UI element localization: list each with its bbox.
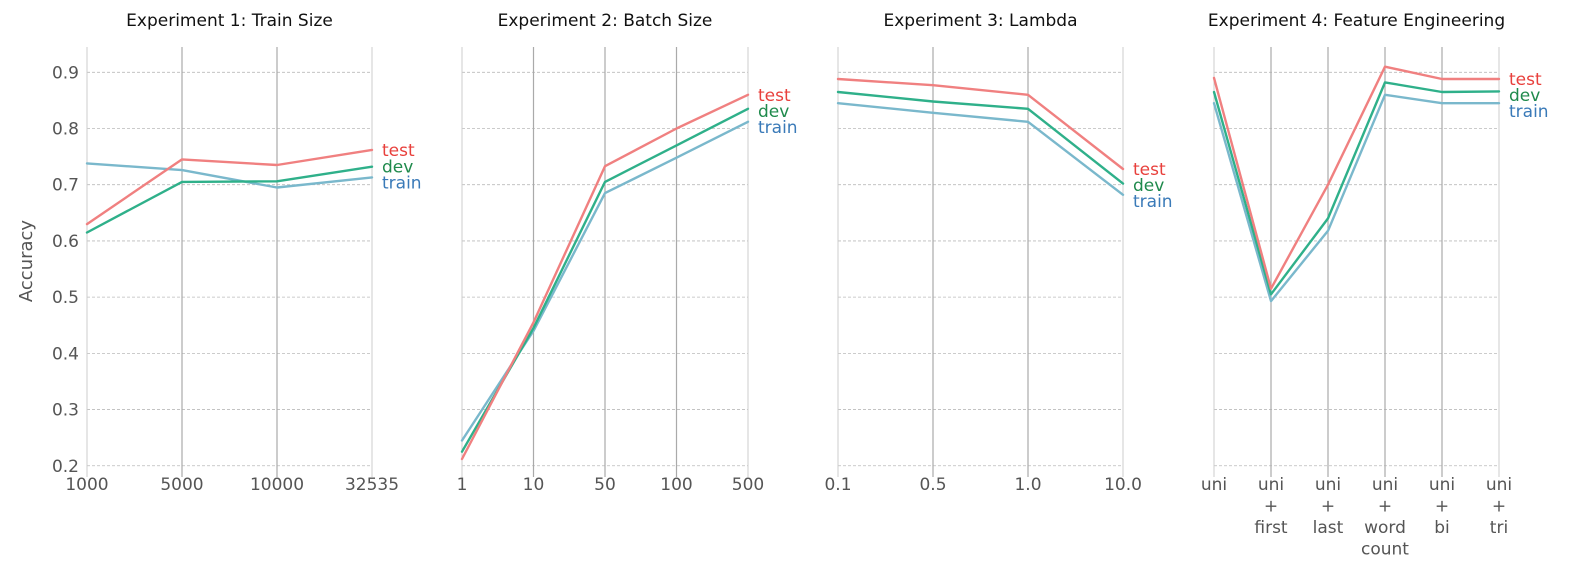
series-end-label-train: train: [382, 174, 422, 194]
x-tick-label: uni + word count: [1361, 475, 1409, 560]
series-line-train: [836, 101, 1125, 197]
x-tick-line: tri: [1490, 518, 1508, 538]
series-line-test: [1212, 65, 1501, 290]
y-tick-label: 0.8: [52, 120, 79, 140]
series-end-label-test: test: [758, 86, 791, 106]
series-end-label-train: train: [758, 118, 798, 138]
chart-title: Experiment 3: Lambda: [883, 11, 1077, 31]
x-tick-line: count: [1361, 540, 1409, 560]
series-line-train: [85, 162, 374, 189]
x-tick-label: 32535: [345, 475, 399, 495]
x-tick-line: uni: [1372, 475, 1398, 495]
series-end-label-dev: dev: [758, 102, 789, 122]
x-tick-line: +: [1492, 497, 1506, 517]
x-tick-line: 5000: [160, 475, 203, 495]
x-tick-line: 10: [523, 475, 545, 495]
x-tick-line: first: [1254, 518, 1288, 538]
x-tick-label: 500: [732, 475, 764, 495]
x-tick-line: 100: [660, 475, 692, 495]
y-tick-label: 0.2: [52, 457, 79, 477]
x-tick-line: 1000: [65, 475, 108, 495]
y-tick-label: 0.9: [52, 63, 79, 83]
chart-title: Experiment 4: Feature Engineering: [1208, 11, 1505, 31]
x-tick-label: 10.0: [1104, 475, 1142, 495]
x-tick-line: uni: [1486, 475, 1512, 495]
y-tick-label: 0.6: [52, 232, 79, 252]
series-end-label-dev: dev: [382, 158, 413, 178]
series-line-test: [460, 93, 750, 461]
x-tick-line: last: [1313, 518, 1344, 538]
y-tick-label: 0.7: [52, 176, 79, 196]
y-axis-label: Accuracy: [16, 220, 37, 303]
x-tick-line: 10.0: [1104, 475, 1142, 495]
x-tick-line: 1.0: [1014, 475, 1041, 495]
x-tick-line: +: [1321, 497, 1335, 517]
x-tick-line: uni: [1315, 475, 1341, 495]
x-tick-line: +: [1378, 497, 1392, 517]
series-end-label-train: train: [1133, 192, 1173, 212]
series-end-label-train: train: [1509, 102, 1549, 122]
series-line-dev: [85, 165, 374, 234]
x-tick-label: uni + last: [1313, 475, 1344, 538]
chart-title: Experiment 1: Train Size: [126, 11, 333, 31]
x-tick-label: 1.0: [1014, 475, 1041, 495]
x-tick-label: 100: [660, 475, 692, 495]
x-tick-label: 1000: [65, 475, 108, 495]
chart-panel-2: Experiment 2: Batch Size 1 10 50 100 500 testd…: [457, 11, 798, 495]
series-line-test: [85, 148, 374, 226]
series-line-dev: [1212, 81, 1501, 296]
x-tick-label: 0.5: [919, 475, 946, 495]
x-tick-line: word: [1364, 518, 1406, 538]
x-tick-line: 10000: [250, 475, 304, 495]
series-end-label-test: test: [1509, 70, 1542, 90]
x-tick-label: 1: [457, 475, 468, 495]
y-tick-label: 0.3: [52, 401, 79, 421]
x-tick-line: 0.5: [919, 475, 946, 495]
x-tick-label: 50: [594, 475, 616, 495]
x-tick-label: uni + first: [1254, 475, 1288, 538]
series-line-test: [836, 77, 1125, 171]
chart-panel-1: Experiment 1: Train Size 0.2 0.3 0.4 0.5 0.6 0…: [52, 11, 422, 495]
panels: Experiment 1: Train Size 0.2 0.3 0.4 0.5 0.6 0…: [52, 11, 1549, 560]
series-end-label-dev: dev: [1133, 176, 1164, 196]
x-tick-label: 10000: [250, 475, 304, 495]
series-end-label-test: test: [382, 141, 415, 161]
chart-title: Experiment 2: Batch Size: [498, 11, 713, 31]
series-end-label-dev: dev: [1509, 86, 1540, 106]
x-tick-line: bi: [1434, 518, 1450, 538]
x-tick-label: 0.1: [824, 475, 851, 495]
x-tick-line: 1: [457, 475, 468, 495]
x-tick-label: uni + bi: [1429, 475, 1455, 538]
x-tick-label: uni + tri: [1486, 475, 1512, 538]
x-tick-line: 32535: [345, 475, 399, 495]
y-tick-label: 0.4: [52, 344, 79, 364]
series-line-dev: [836, 90, 1125, 185]
chart-panel-3: Experiment 3: Lambda 0.1 0.5 1.0 10.0 testdev…: [824, 11, 1172, 495]
x-tick-label: uni: [1201, 475, 1227, 495]
y-tick-label: 0.5: [52, 288, 79, 308]
x-tick-line: 0.1: [824, 475, 851, 495]
series-line-train: [1212, 93, 1501, 303]
x-tick-line: uni: [1429, 475, 1455, 495]
x-tick-label: 10: [523, 475, 545, 495]
x-tick-line: uni: [1258, 475, 1284, 495]
x-tick-line: 500: [732, 475, 764, 495]
x-tick-line: +: [1435, 497, 1449, 517]
x-tick-line: +: [1264, 497, 1278, 517]
x-tick-line: uni: [1201, 475, 1227, 495]
x-tick-line: 50: [594, 475, 616, 495]
x-tick-label: 5000: [160, 475, 203, 495]
series-end-label-test: test: [1133, 160, 1166, 180]
